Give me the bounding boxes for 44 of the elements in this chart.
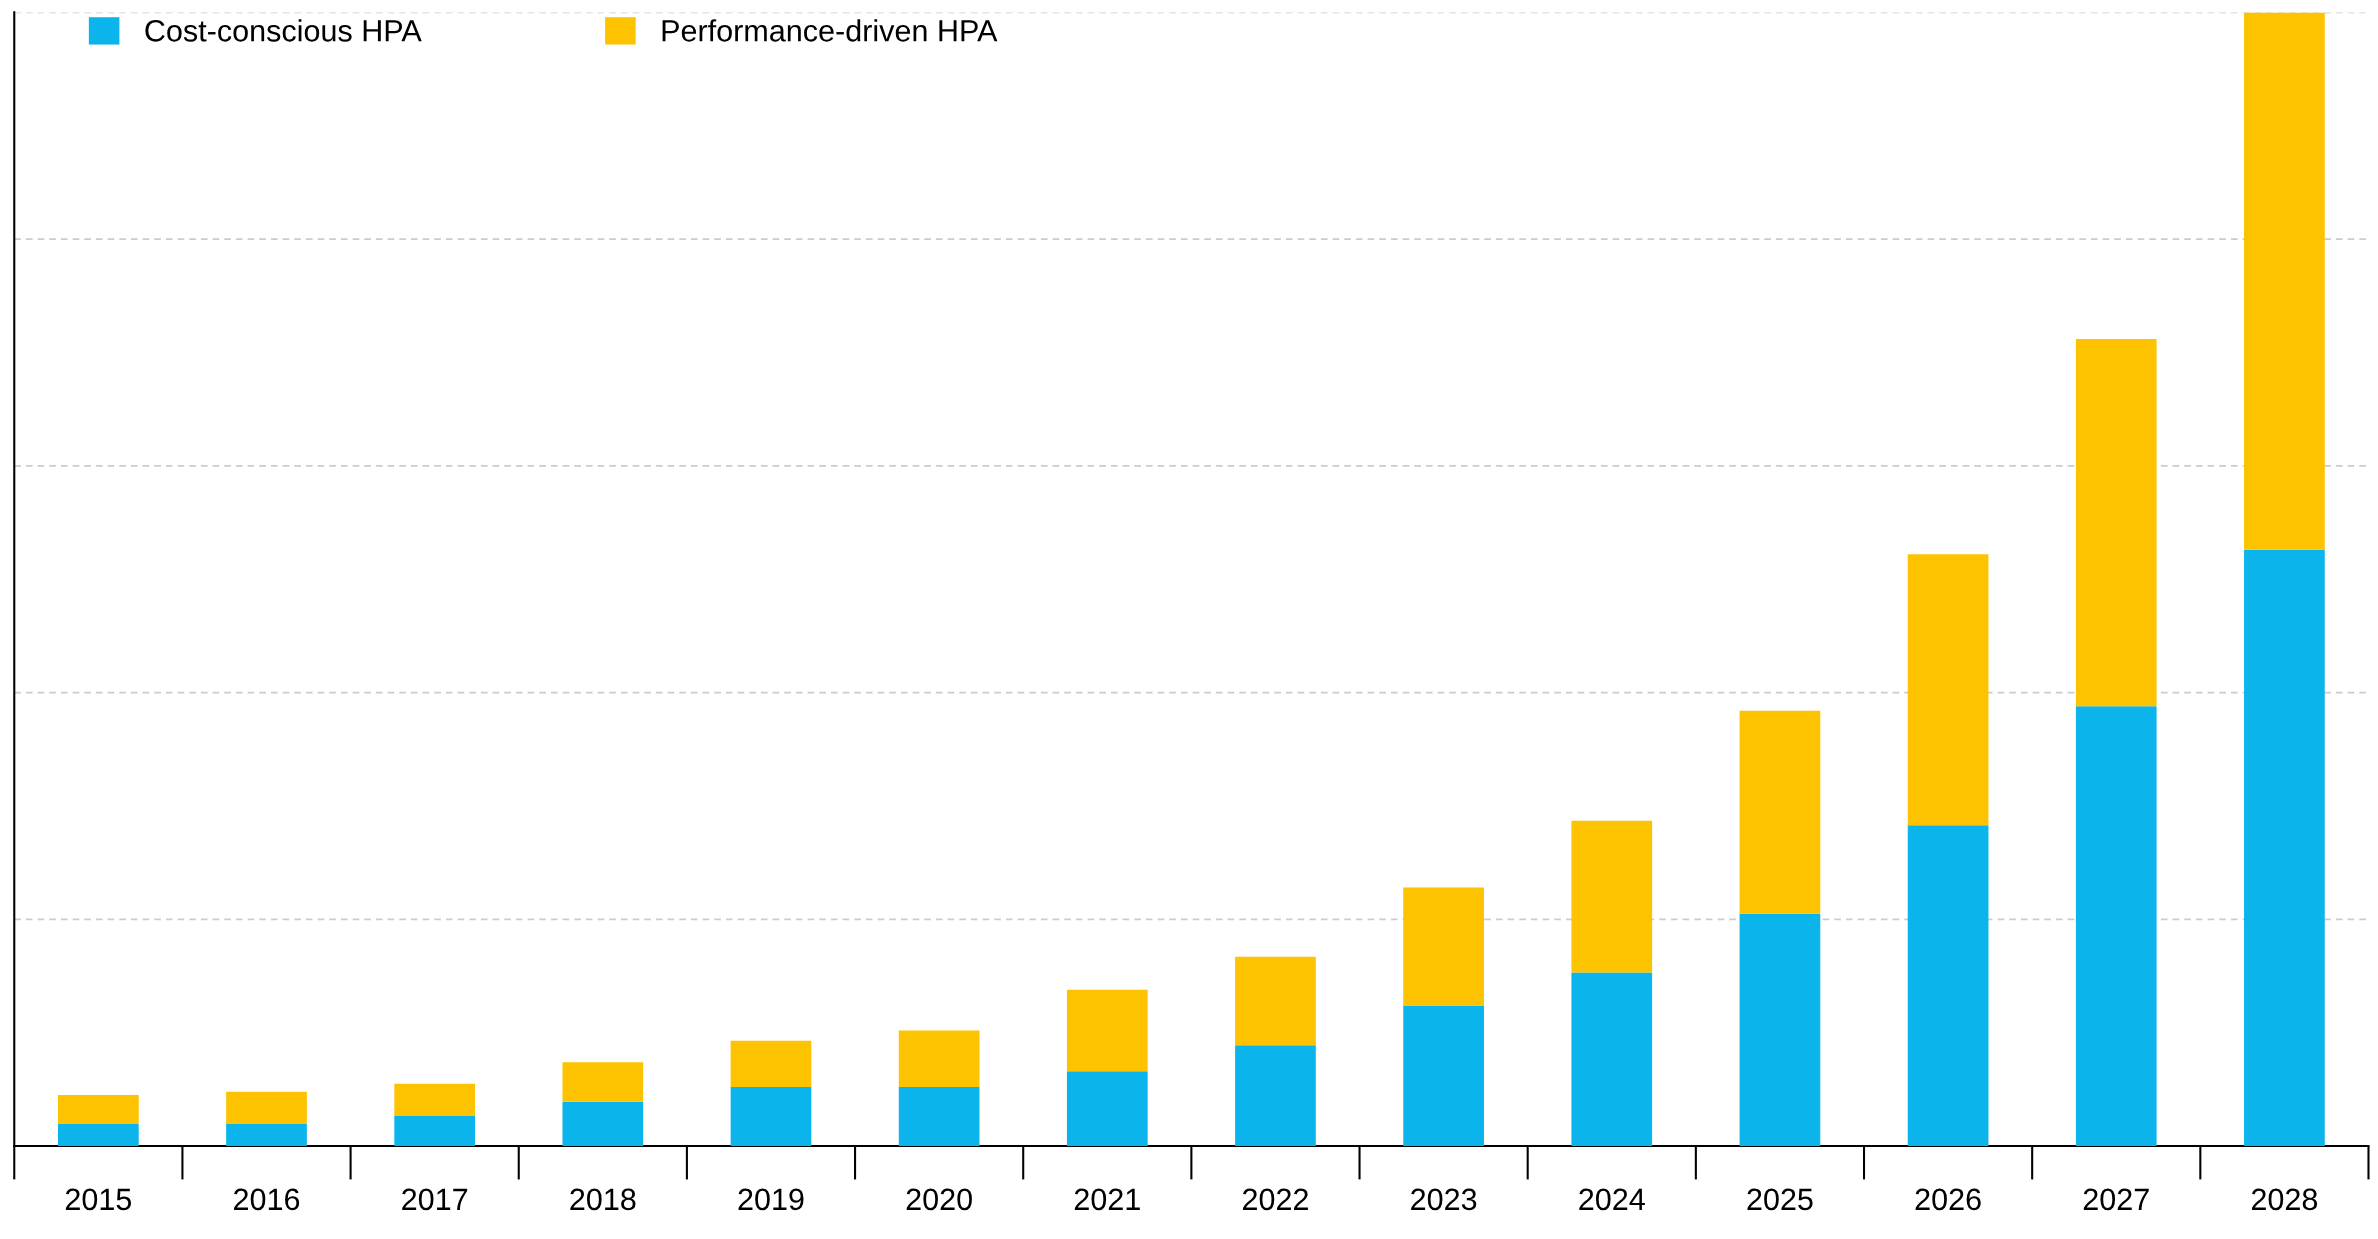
bar: [1907, 554, 1989, 826]
bar: [57, 1123, 139, 1147]
bar: [226, 1091, 307, 1124]
bar: [1403, 1005, 1484, 1147]
bar: [2244, 549, 2325, 1147]
x-tick-label: 2026: [1915, 1188, 1981, 1211]
x-tick-label: 2025: [1747, 1188, 1813, 1211]
x-tick-label: 2022: [1243, 1188, 1308, 1211]
bar: [1739, 710, 1821, 914]
bar: [1907, 825, 1989, 1147]
bar: [394, 1115, 476, 1147]
x-tick-label: 2027: [2083, 1188, 2149, 1211]
bar: [1571, 820, 1653, 973]
bar: [226, 1123, 307, 1147]
bar: [730, 1040, 812, 1088]
bar: [1235, 1045, 1316, 1147]
x-tick-label: 2017: [402, 1188, 468, 1211]
x-tick-label: 2028: [2251, 1188, 2318, 1211]
x-tick-label: 2018: [570, 1188, 636, 1211]
legend-label: Cost-conscious HPA: [145, 19, 422, 42]
bar: [2244, 12, 2325, 550]
bar: [1066, 1071, 1148, 1147]
bar: [898, 1030, 980, 1088]
bar: [1403, 887, 1484, 1006]
bar: [562, 1062, 644, 1102]
x-tick-label: 2023: [1411, 1188, 1477, 1211]
bar: [562, 1101, 644, 1147]
bar: [1066, 989, 1148, 1072]
bar: [1235, 956, 1316, 1046]
bar: [898, 1087, 980, 1147]
bar: [2075, 706, 2157, 1147]
x-tick-label: 2020: [906, 1188, 972, 1211]
x-tick-label: 2024: [1579, 1188, 1645, 1211]
bar: [57, 1095, 139, 1124]
x-tick-label: 2019: [738, 1188, 804, 1211]
bar: [394, 1083, 476, 1116]
x-tick-label: 2021: [1074, 1188, 1140, 1211]
bar: [2075, 338, 2157, 707]
bar: [730, 1087, 812, 1147]
bar: [1571, 972, 1653, 1147]
x-tick-label: 2016: [234, 1188, 300, 1211]
x-tick-label: 2015: [65, 1188, 132, 1211]
legend-label: Performance-driven HPA: [662, 19, 998, 42]
bar: [1739, 913, 1821, 1147]
